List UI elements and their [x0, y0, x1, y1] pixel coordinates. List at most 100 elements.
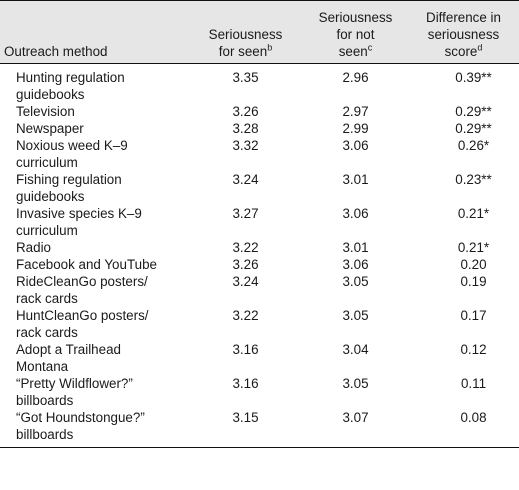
table-row: Radio 3.22 3.01 0.21* [0, 239, 519, 256]
cell-method: Television [0, 103, 188, 120]
cell-seen: 3.32 [188, 137, 303, 171]
cell-not-seen: 3.05 [303, 375, 408, 409]
cell-not-seen-value: 3.07 [342, 410, 369, 425]
cell-seen: 3.28 [188, 120, 303, 137]
cell-difference: 0.20 [408, 256, 519, 273]
cell-not-seen: 3.01 [303, 171, 408, 205]
cell-not-seen-value: 2.99 [342, 121, 369, 136]
cell-difference-value: 0.39** [455, 70, 492, 85]
cell-seen: 3.24 [188, 171, 303, 205]
cell-difference: 0.21* [408, 239, 519, 256]
header-diff-line2: seriousness [427, 27, 500, 42]
header-method: Outreach method [0, 0, 188, 64]
method-line2: guidebooks [16, 189, 85, 204]
header-diff-footnote: d [477, 42, 483, 53]
cell-difference: 0.29** [408, 103, 519, 120]
cell-not-seen: 3.05 [303, 273, 408, 307]
cell-difference-value: 0.11 [460, 376, 487, 391]
method-line2: guidebooks [16, 87, 85, 102]
cell-seen-value: 3.24 [232, 274, 259, 289]
cell-seen: 3.26 [188, 256, 303, 273]
method-line1: Fishing regulation [16, 172, 122, 187]
table-row: Hunting regulation guidebooks 3.35 2.96 0.39… [0, 69, 519, 103]
method-line1: Hunting regulation [16, 70, 125, 85]
cell-seen: 3.24 [188, 273, 303, 307]
header-difference: Difference in seriousness scored [408, 0, 519, 64]
method-line1: Newspaper [16, 121, 84, 136]
cell-not-seen-value: 3.01 [342, 172, 369, 187]
cell-seen-value: 3.24 [232, 172, 259, 187]
method-line2: Montana [16, 359, 69, 374]
method-line2: billboards [16, 393, 74, 408]
cell-not-seen-value: 3.05 [342, 308, 369, 323]
header-method-label: Outreach method [4, 44, 108, 59]
method-line2: curriculum [16, 223, 78, 238]
table-row: RideCleanGo posters/rack cards 3.24 3.05 0.… [0, 273, 519, 307]
table-row: Facebook and YouTube 3.26 3.06 0.20 [0, 256, 519, 273]
cell-not-seen-value: 3.06 [342, 206, 369, 221]
cell-seen-value: 3.28 [232, 121, 259, 136]
cell-not-seen: 3.06 [303, 137, 408, 171]
cell-seen: 3.16 [188, 341, 303, 375]
cell-difference-value: 0.29** [455, 104, 492, 119]
method-line2: rack cards [16, 291, 78, 306]
header-not-seen: Seriousness for not seenc [303, 0, 408, 64]
table-row: Invasive species K–9 curriculum 3.27 3.06 0.… [0, 205, 519, 239]
cell-difference: 0.11 [408, 375, 519, 409]
cell-difference-value: 0.08 [460, 410, 487, 425]
cell-seen: 3.35 [188, 69, 303, 103]
header-seen-line2: for seen [218, 44, 268, 59]
cell-not-seen: 3.01 [303, 239, 408, 256]
cell-not-seen: 3.05 [303, 307, 408, 341]
cell-not-seen-value: 3.04 [342, 342, 369, 357]
cell-not-seen: 2.96 [303, 69, 408, 103]
table-body: Hunting regulation guidebooks 3.35 2.96 0.39… [0, 64, 519, 448]
cell-seen-value: 3.15 [232, 410, 259, 425]
header-diff-line3: score [444, 44, 478, 59]
table-row: Newspaper 3.28 2.99 0.29** [0, 120, 519, 137]
table-row: Adopt a Trailhead Montana 3.16 3.04 0.12 [0, 341, 519, 375]
method-line1: “Pretty Wildflower?” [16, 376, 133, 391]
cell-method: Hunting regulation guidebooks [0, 69, 188, 103]
header-not-seen-footnote: c [367, 42, 373, 53]
cell-not-seen-value: 2.96 [342, 70, 369, 85]
cell-difference: 0.19 [408, 273, 519, 307]
cell-difference: 0.21* [408, 205, 519, 239]
header-seen: Seriousness for seenb [188, 0, 303, 64]
cell-difference-value: 0.20 [460, 257, 487, 272]
header-seen-footnote: b [267, 42, 273, 53]
header-not-seen-line3: seen [338, 44, 368, 59]
cell-seen-value: 3.32 [232, 138, 259, 153]
cell-seen-value: 3.16 [232, 342, 259, 357]
method-line1: Adopt a Trailhead [16, 342, 121, 357]
cell-method: Radio [0, 239, 188, 256]
cell-seen-value: 3.26 [232, 257, 259, 272]
cell-difference: 0.08 [408, 409, 519, 447]
cell-method: “Pretty Wildflower?” billboards [0, 375, 188, 409]
method-line1: RideCleanGo posters/ [16, 274, 148, 289]
cell-seen: 3.16 [188, 375, 303, 409]
cell-seen-value: 3.16 [232, 376, 259, 391]
method-line2: rack cards [16, 325, 78, 340]
method-line1: Facebook and YouTube [16, 257, 157, 272]
cell-method: Newspaper [0, 120, 188, 137]
method-line2: billboards [16, 427, 74, 442]
cell-not-seen-value: 3.06 [342, 257, 369, 272]
cell-seen-value: 3.35 [232, 70, 259, 85]
cell-seen: 3.27 [188, 205, 303, 239]
header-row: Outreach method Seriousness for seenb Se… [0, 0, 519, 64]
method-line2: curriculum [16, 155, 78, 170]
cell-not-seen-value: 2.97 [342, 104, 369, 119]
cell-difference-value: 0.21* [457, 206, 490, 221]
method-line1: HuntCleanGo posters/ [16, 308, 149, 323]
cell-method: Fishing regulation guidebooks [0, 171, 188, 205]
cell-difference-value: 0.17 [460, 308, 487, 323]
cell-difference: 0.39** [408, 69, 519, 103]
cell-difference-value: 0.23** [455, 172, 492, 187]
cell-method: Facebook and YouTube [0, 256, 188, 273]
cell-not-seen-value: 3.05 [342, 274, 369, 289]
cell-method: HuntCleanGo posters/rack cards [0, 307, 188, 341]
cell-difference: 0.12 [408, 341, 519, 375]
